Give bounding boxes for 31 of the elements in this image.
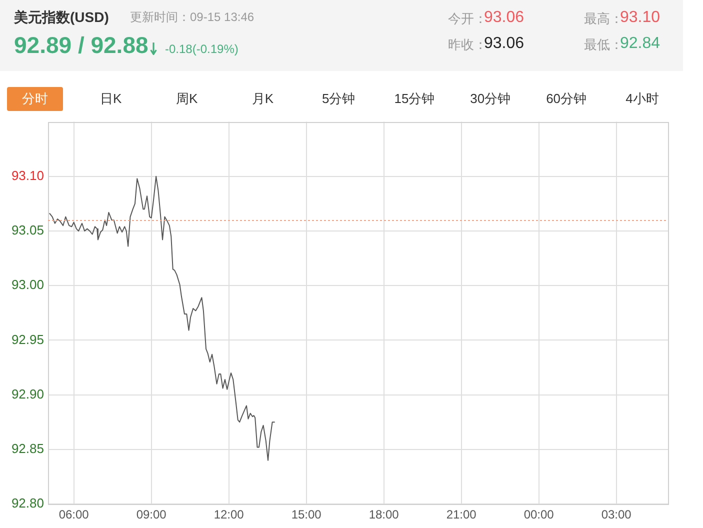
x-tick-label: 03:00 xyxy=(601,508,632,522)
x-tick-label: 18:00 xyxy=(368,508,400,522)
y-tick-label: 92.95 xyxy=(11,332,44,347)
text: 30分钟 xyxy=(469,90,512,108)
y-tick-label: 92.80 xyxy=(11,496,44,511)
text: 93.06 xyxy=(484,9,524,26)
chart-title: 美元指数(USD) xyxy=(14,9,109,25)
chart-subtitle: 更新时间：09-15 13:46 xyxy=(130,10,254,24)
x-tick-label: 00:00 xyxy=(524,508,554,522)
y-tick-label: 93.00 xyxy=(11,277,44,292)
text: 周K xyxy=(174,90,199,108)
x-tick-label: 15:00 xyxy=(291,508,322,522)
x-tick-label: 06:00 xyxy=(58,508,90,522)
x-tick-label: 09:00 xyxy=(136,508,167,522)
y-tick-label: 92.85 xyxy=(11,440,44,456)
text: 月K xyxy=(250,90,275,108)
y-tick-label: 93.05 xyxy=(11,222,44,238)
text: 5分钟 xyxy=(320,90,356,108)
text: 日K xyxy=(99,90,123,108)
text: 60分钟 xyxy=(545,90,588,108)
y-tick-label: 93.10 xyxy=(11,168,44,183)
x-tick-label: 12:00 xyxy=(214,508,244,522)
x-tick-label: 21:00 xyxy=(446,508,477,522)
text: 4小时 xyxy=(624,90,660,108)
text: 92.89 / 92.88 xyxy=(14,32,148,58)
text: 15分钟 xyxy=(393,90,436,108)
text: 92.84 xyxy=(620,35,660,52)
text: -0.18(-0.19%) xyxy=(165,42,238,56)
text: 93.10 xyxy=(620,9,660,26)
text: 93.06 xyxy=(484,35,524,52)
y-tick-label: 92.90 xyxy=(11,386,44,402)
